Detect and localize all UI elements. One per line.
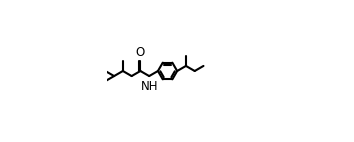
Text: NH: NH — [141, 80, 159, 93]
Text: O: O — [136, 46, 145, 59]
